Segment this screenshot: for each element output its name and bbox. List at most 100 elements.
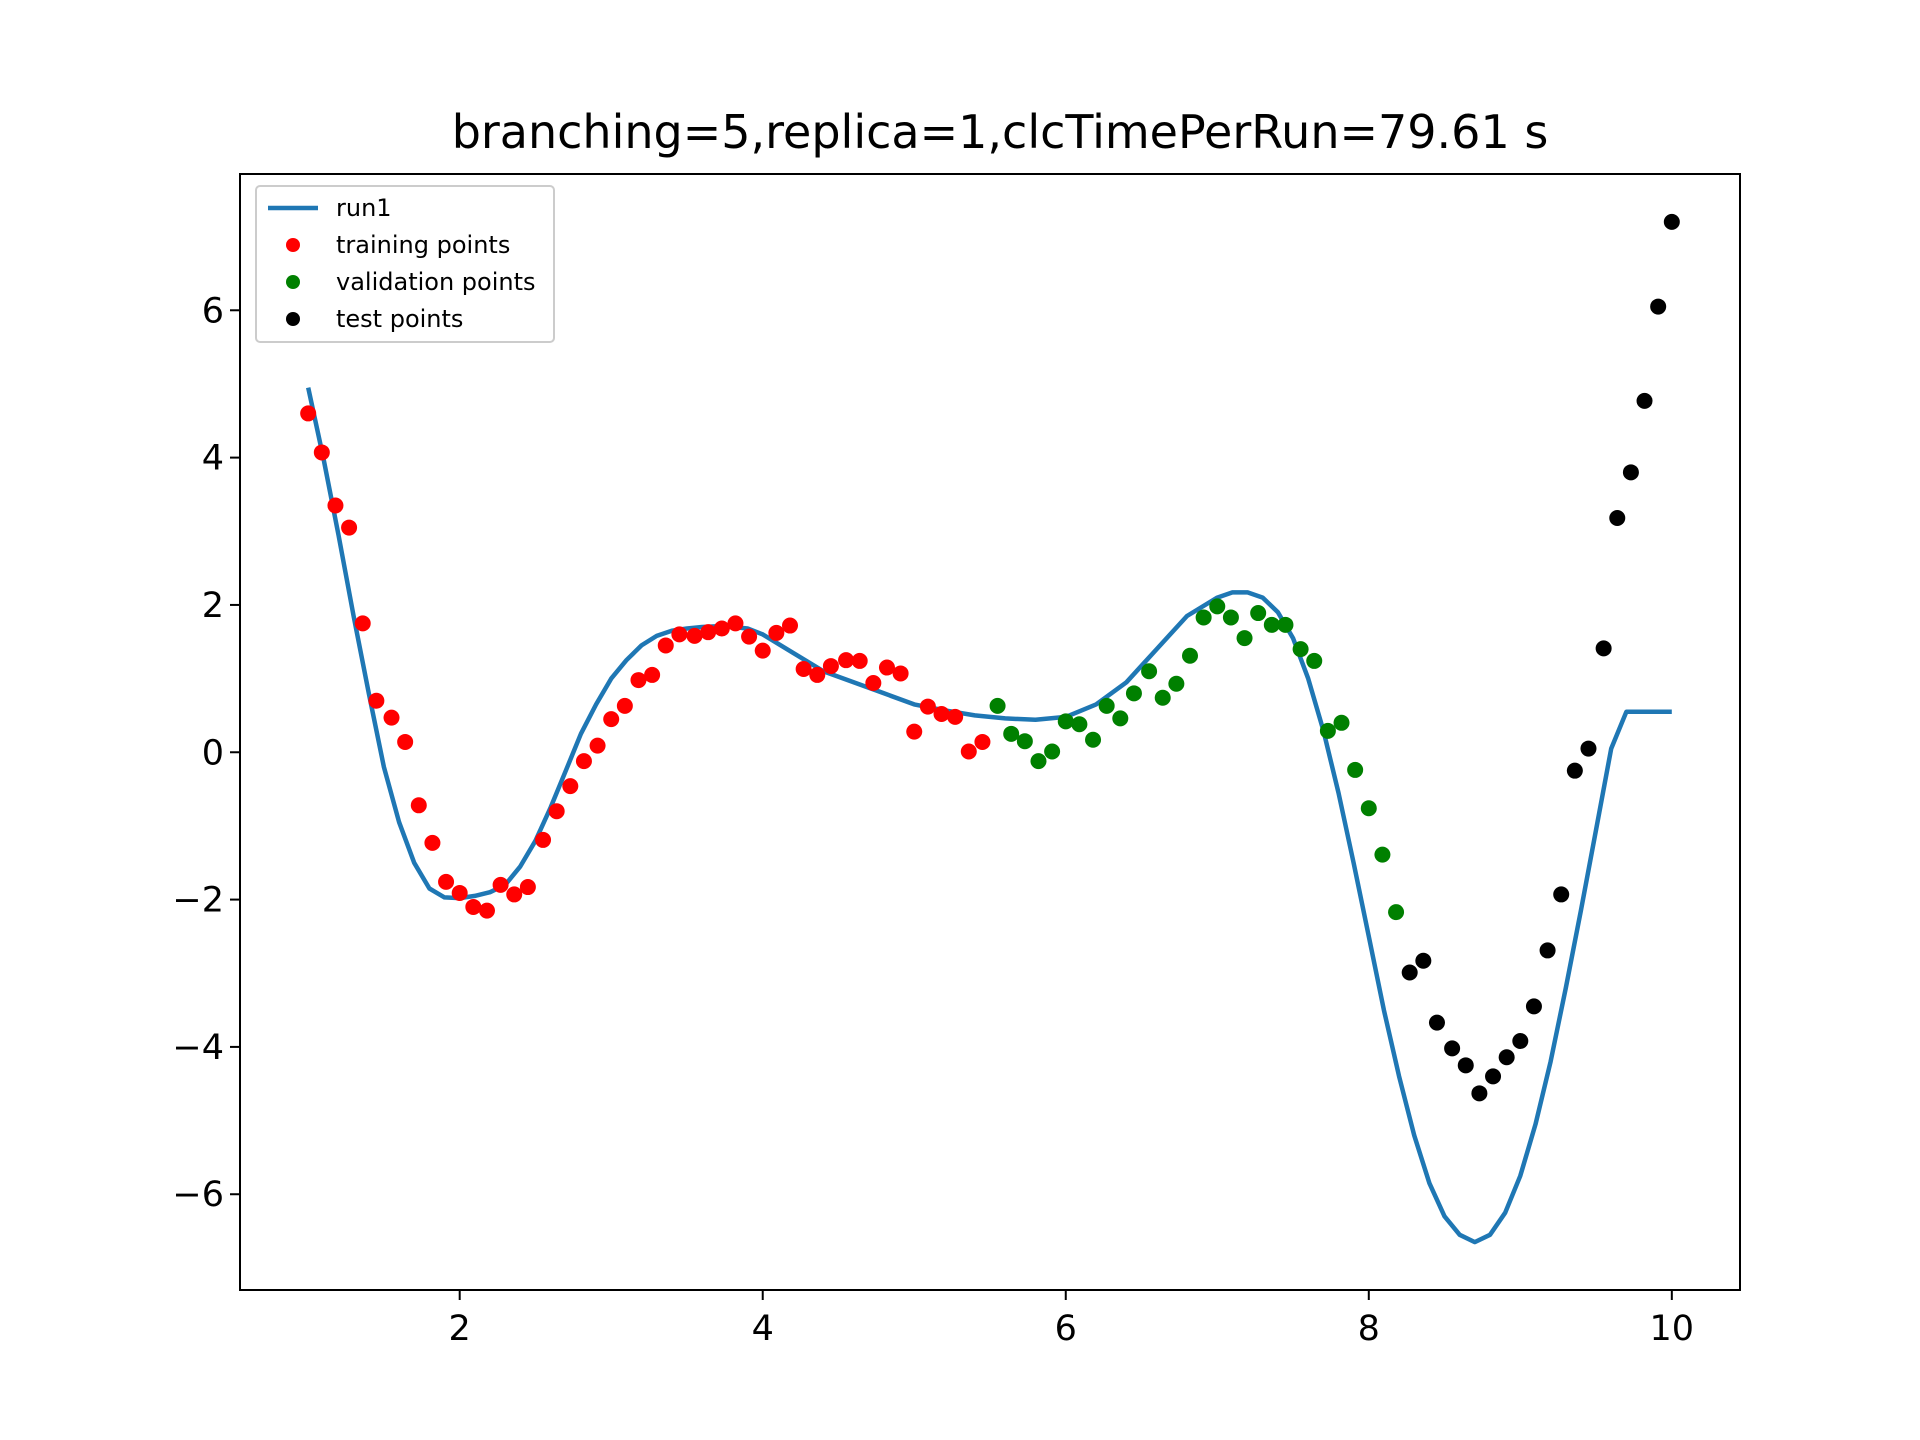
point-training-points [700, 624, 717, 641]
point-test-points [1428, 1014, 1445, 1031]
point-training-points [974, 733, 991, 750]
point-test-points [1650, 298, 1667, 315]
point-test-points [1595, 640, 1612, 657]
point-validation-points [1306, 652, 1323, 669]
plot-area [300, 213, 1680, 1245]
point-training-points [506, 886, 523, 903]
point-training-points [410, 797, 427, 814]
point-training-points [630, 672, 647, 689]
y-tick-label: 6 [202, 291, 224, 331]
point-training-points [754, 642, 771, 659]
point-validation-points [1112, 710, 1129, 727]
point-training-points [782, 617, 798, 634]
point-validation-points [1277, 616, 1294, 633]
point-training-points [616, 697, 633, 714]
point-training-points [603, 711, 620, 728]
series-group [300, 213, 1680, 1245]
point-validation-points [1182, 647, 1198, 664]
point-test-points [1471, 1085, 1488, 1102]
x-tick-label: 4 [752, 1309, 774, 1349]
point-test-points [1415, 952, 1432, 969]
point-test-points [1566, 762, 1583, 779]
point-validation-points [1098, 697, 1115, 714]
point-validation-points [1209, 598, 1226, 615]
point-validation-points [1333, 714, 1350, 731]
point-training-points [354, 615, 371, 632]
point-test-points [1485, 1068, 1502, 1085]
point-training-points [741, 628, 758, 645]
y-tick-label: 4 [202, 439, 224, 479]
point-validation-points [1388, 904, 1405, 921]
point-training-points [919, 698, 936, 715]
point-training-points [947, 708, 964, 725]
point-training-points [795, 661, 812, 678]
point-validation-points [1250, 605, 1267, 622]
point-training-points [713, 620, 730, 637]
point-validation-points [1195, 609, 1212, 626]
point-validation-points [989, 697, 1006, 714]
chart-title: branching=5,replica=1,clcTimePerRun=79.6… [452, 105, 1549, 159]
legend-swatch-training-points [286, 238, 300, 252]
point-validation-points [1071, 716, 1088, 733]
point-training-points [519, 879, 536, 896]
point-validation-points [1154, 689, 1171, 706]
point-validation-points [1236, 630, 1253, 647]
point-validation-points [1016, 733, 1033, 750]
point-training-points [865, 675, 882, 692]
legend-box [255, 185, 555, 343]
point-test-points [1663, 213, 1680, 230]
y-tick-label: 0 [202, 733, 224, 773]
point-training-points [438, 873, 455, 890]
point-training-points [313, 444, 330, 461]
point-training-points [822, 658, 839, 675]
point-training-points [727, 615, 744, 632]
point-validation-points [1222, 609, 1239, 626]
point-training-points [686, 627, 703, 644]
point-training-points [492, 876, 509, 893]
point-validation-points [1168, 675, 1185, 692]
point-test-points [1553, 886, 1570, 903]
axes-frame [239, 173, 1741, 1291]
y-tick-label: −4 [172, 1028, 224, 1068]
point-training-points [535, 831, 552, 848]
point-test-points [1636, 392, 1653, 409]
point-training-points [589, 737, 606, 754]
point-training-points [878, 659, 895, 676]
point-test-points [1401, 964, 1418, 981]
point-validation-points [1030, 753, 1047, 770]
point-training-points [768, 624, 785, 641]
point-training-points [838, 652, 855, 669]
point-validation-points [1319, 722, 1336, 739]
point-training-points [657, 637, 674, 654]
y-tick-label: 2 [202, 586, 224, 626]
point-validation-points [1003, 725, 1020, 742]
point-training-points [671, 626, 688, 643]
point-training-points [383, 709, 400, 726]
point-training-points [327, 497, 344, 514]
x-tick-label: 8 [1358, 1309, 1380, 1349]
x-tick-label: 2 [449, 1309, 471, 1349]
legend-label-validation-points: validation points [336, 268, 536, 296]
x-tick-label: 6 [1055, 1309, 1077, 1349]
point-validation-points [1263, 616, 1280, 633]
point-training-points [809, 666, 826, 683]
point-test-points [1512, 1033, 1529, 1050]
point-validation-points [1374, 846, 1391, 863]
legend-label-run1: run1 [336, 194, 392, 222]
point-validation-points [1125, 685, 1142, 702]
point-validation-points [1057, 713, 1074, 730]
point-training-points [851, 652, 868, 669]
point-test-points [1609, 510, 1626, 527]
point-training-points [562, 778, 579, 795]
point-test-points [1444, 1040, 1461, 1057]
point-training-points [424, 834, 441, 851]
point-training-points [478, 902, 495, 919]
point-training-points [644, 666, 661, 683]
point-validation-points [1347, 761, 1364, 778]
point-training-points [892, 665, 909, 682]
point-validation-points [1360, 800, 1377, 817]
y-tick-label: −2 [172, 881, 224, 921]
point-test-points [1457, 1057, 1474, 1074]
y-tick-label: −6 [172, 1175, 224, 1215]
